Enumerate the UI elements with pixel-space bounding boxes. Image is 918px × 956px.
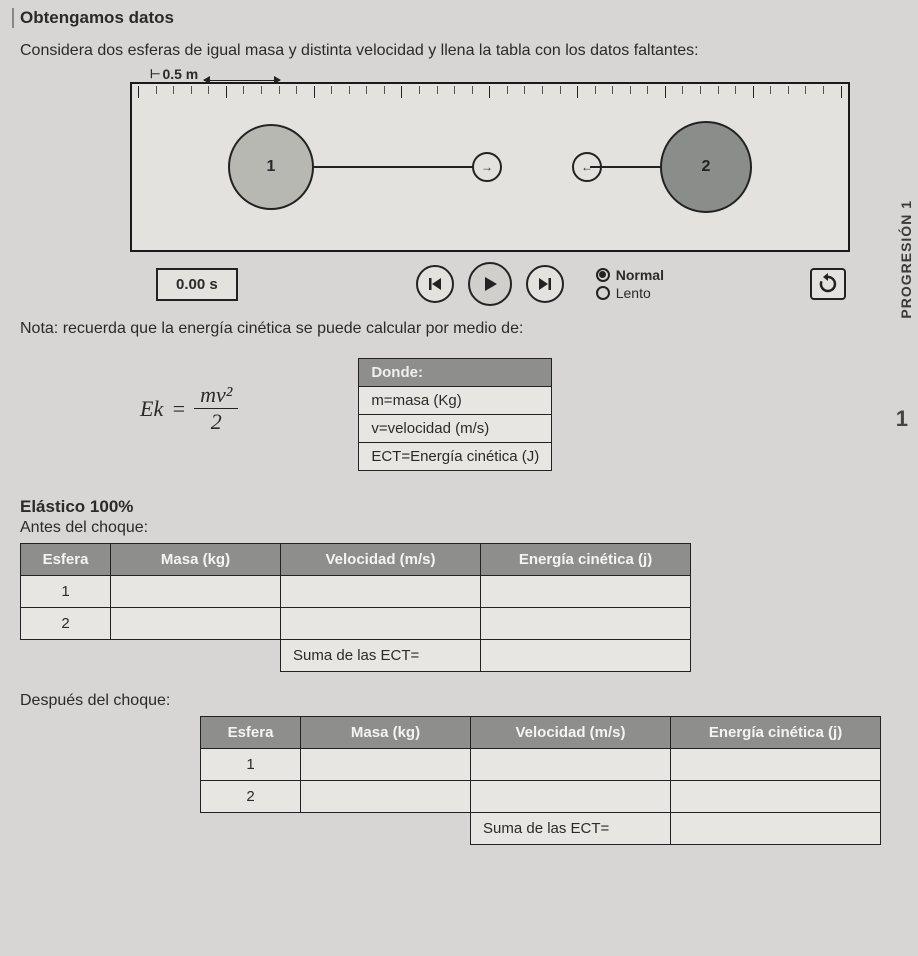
cell-esfera-2: 2: [21, 608, 111, 640]
cell2-masa-1[interactable]: [301, 749, 471, 781]
col-esfera: Esfera: [21, 544, 111, 576]
cell2-esfera-2: 2: [201, 781, 301, 813]
side-number: 1: [896, 406, 908, 432]
section-title: Obtengamos datos: [12, 8, 906, 28]
simulation-area: ⊢ 0.5 m 1 → ← 2 0.00 s: [130, 66, 850, 306]
cell-esfera-1: 1: [21, 576, 111, 608]
sum-row: Suma de las ECT=: [21, 640, 691, 672]
side-label: PROGRESIÓN 1: [898, 200, 914, 319]
velocity-vector-1: [314, 166, 484, 168]
sum-row-2: Suma de las ECT=: [201, 813, 881, 845]
cell-ek-2[interactable]: [481, 608, 691, 640]
after-heading: Después del choque:: [20, 692, 906, 710]
radio-normal-label: Normal: [616, 266, 664, 284]
before-heading: Antes del choque:: [20, 519, 906, 537]
sum-label: Suma de las ECT=: [281, 640, 481, 672]
velocity-head-1[interactable]: →: [472, 152, 502, 182]
radio-slow[interactable]: [596, 286, 610, 300]
table-row: 1: [21, 576, 691, 608]
controls-bar: 0.00 s Normal Lento: [130, 262, 850, 306]
cell2-esfera-1: 1: [201, 749, 301, 781]
legend-row-1: m=masa (Kg): [359, 387, 552, 415]
sphere-2[interactable]: 2: [660, 121, 752, 213]
note-text: Nota: recuerda que la energía cinética s…: [20, 320, 906, 338]
cell-vel-2[interactable]: [281, 608, 481, 640]
col-ek: Energía cinética (j): [481, 544, 691, 576]
table-after: Esfera Masa (kg) Velocidad (m/s) Energía…: [200, 716, 881, 845]
intro-text: Considera dos esferas de igual masa y di…: [20, 42, 906, 60]
col-masa-2h: Masa (kg): [301, 717, 471, 749]
formula-lhs: Ek: [140, 396, 163, 422]
table-row: 2: [21, 608, 691, 640]
formula-eq: =: [171, 396, 186, 422]
table-row: 1: [201, 749, 881, 781]
reset-button[interactable]: [810, 268, 846, 300]
formula-numerator: mv²: [194, 382, 238, 409]
cell-ek-1[interactable]: [481, 576, 691, 608]
simulation-box: 1 → ← 2: [130, 82, 850, 252]
play-button[interactable]: [468, 262, 512, 306]
col-vel: Velocidad (m/s): [281, 544, 481, 576]
formula-denominator: 2: [205, 409, 228, 435]
col-esfera-2: Esfera: [201, 717, 301, 749]
cell2-vel-1[interactable]: [471, 749, 671, 781]
table-row: 2: [201, 781, 881, 813]
cell-masa-1[interactable]: [111, 576, 281, 608]
sum-label-2: Suma de las ECT=: [471, 813, 671, 845]
sphere-2-label: 2: [702, 158, 711, 176]
time-display: 0.00 s: [156, 268, 238, 301]
speed-radio-group: Normal Lento: [596, 266, 664, 302]
sum-value-2[interactable]: [671, 813, 881, 845]
table-before: Esfera Masa (kg) Velocidad (m/s) Energía…: [20, 543, 691, 672]
cell2-ek-2[interactable]: [671, 781, 881, 813]
cell-vel-1[interactable]: [281, 576, 481, 608]
formula: Ek = mv² 2: [140, 382, 238, 435]
velocity-1-label: →: [481, 160, 493, 174]
radio-normal[interactable]: [596, 268, 610, 282]
step-back-button[interactable]: [416, 265, 454, 303]
cell2-masa-2[interactable]: [301, 781, 471, 813]
sphere-1-label: 1: [267, 158, 276, 176]
cell2-vel-2[interactable]: [471, 781, 671, 813]
legend-row-3: ECT=Energía cinética (J): [359, 443, 552, 471]
elastic-heading: Elástico 100%: [20, 497, 906, 517]
scale-value: 0.5 m: [162, 66, 198, 82]
cell2-ek-1[interactable]: [671, 749, 881, 781]
legend-row-2: v=velocidad (m/s): [359, 415, 552, 443]
radio-slow-label: Lento: [616, 284, 651, 302]
scale-indicator: ⊢ 0.5 m: [148, 66, 850, 82]
legend-header: Donde:: [359, 359, 552, 387]
step-forward-button[interactable]: [526, 265, 564, 303]
sum-value[interactable]: [481, 640, 691, 672]
col-vel-2h: Velocidad (m/s): [471, 717, 671, 749]
sphere-1[interactable]: 1: [228, 124, 314, 210]
col-ek-2h: Energía cinética (j): [671, 717, 881, 749]
legend-table: Donde: m=masa (Kg) v=velocidad (m/s) ECT…: [358, 358, 552, 471]
velocity-vector-2: [590, 166, 660, 168]
ruler: [132, 84, 848, 98]
col-masa: Masa (kg): [111, 544, 281, 576]
cell-masa-2[interactable]: [111, 608, 281, 640]
